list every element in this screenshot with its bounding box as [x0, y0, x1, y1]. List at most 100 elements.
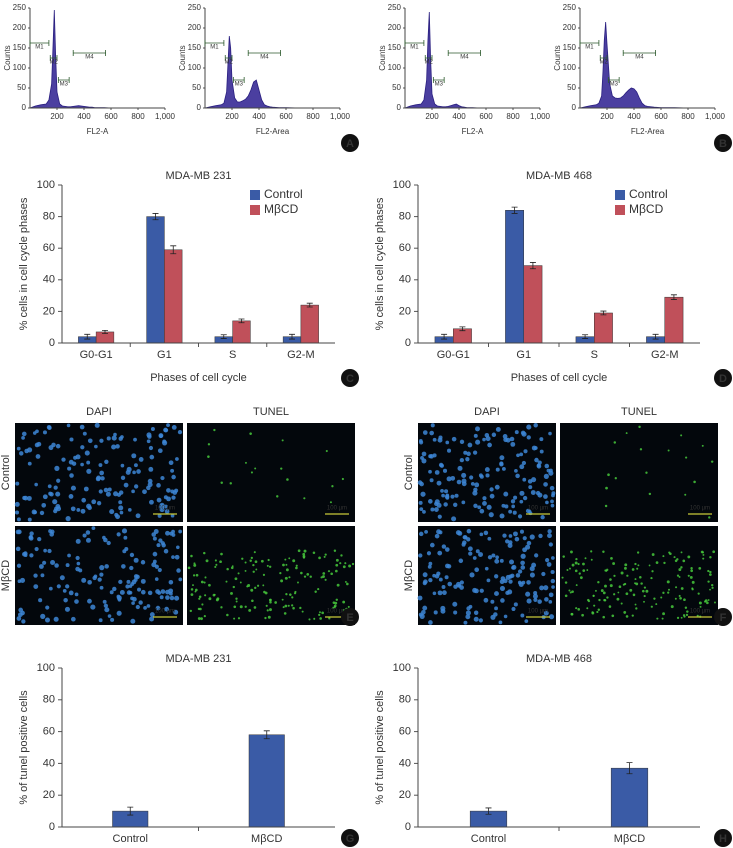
x-tick-label: G0-G1 [437, 349, 470, 361]
nucleus [459, 439, 465, 445]
tunel-dot [608, 605, 612, 608]
nucleus [499, 558, 504, 563]
tunel-dot [662, 612, 665, 616]
tunel-dot [696, 614, 699, 617]
nucleus [46, 424, 52, 430]
nucleus [466, 537, 471, 542]
nucleus [176, 545, 180, 550]
tunel-dot [602, 615, 606, 619]
tunel-dot [204, 576, 207, 579]
scale-bar-label: 100 µm [690, 609, 710, 615]
nucleus [156, 543, 161, 548]
tunel-dot [237, 617, 241, 620]
x-axis-label: FL2-A [462, 127, 484, 136]
tunel-dot [687, 574, 690, 577]
nucleus [14, 510, 20, 515]
nucleus [494, 484, 500, 490]
tunel-dot [301, 610, 304, 613]
nucleus [44, 617, 51, 623]
nucleus [118, 579, 123, 585]
nucleus [94, 422, 100, 428]
tunel-dot [653, 597, 656, 600]
nucleus [473, 610, 479, 615]
error-bar [306, 302, 313, 308]
tunel-dot [193, 562, 196, 565]
tunel-dot [253, 551, 256, 554]
tunel-dot [579, 576, 583, 580]
nucleus [132, 470, 136, 475]
tunel-dot [597, 608, 601, 611]
nucleus [125, 469, 131, 475]
tunel-dot [254, 467, 257, 470]
x-tick-label: S [591, 349, 598, 361]
x-tick-label: 1,000 [330, 112, 351, 121]
nucleus [510, 441, 516, 447]
nucleus [467, 546, 473, 552]
nucleus [151, 562, 157, 568]
nucleus [154, 577, 159, 581]
legend-label: Control [629, 187, 668, 201]
nucleus [38, 564, 44, 569]
tunel-dot [678, 594, 681, 597]
nucleus [495, 467, 500, 472]
nucleus [446, 448, 452, 453]
nucleus [147, 482, 153, 488]
nucleus [482, 496, 487, 501]
nucleus [14, 501, 20, 507]
error-bar [670, 294, 677, 300]
tunel-dot [318, 613, 321, 616]
nucleus [519, 464, 525, 470]
tunel-dot [252, 570, 255, 573]
nucleus [490, 599, 495, 604]
nucleus [432, 437, 437, 442]
tunel-dot [612, 562, 616, 565]
y-tick-label: 40 [399, 757, 411, 769]
tunel-dot [712, 550, 716, 554]
tunel-dot [617, 591, 620, 594]
tunel-dot [239, 605, 243, 609]
nucleus [466, 451, 471, 457]
nucleus [511, 565, 515, 570]
tunel-dot [288, 557, 291, 560]
gate-label: M1 [585, 45, 594, 51]
y-tick-label: 40 [43, 757, 55, 769]
nucleus [472, 450, 478, 455]
y-axis-label: % cells in cell cycle phases [374, 197, 386, 330]
nucleus [469, 475, 474, 480]
nucleus [56, 584, 61, 589]
nucleus [98, 463, 103, 467]
nucleus [133, 437, 137, 442]
tunel-dot [636, 551, 640, 554]
nucleus [55, 443, 61, 449]
nucleus [550, 578, 556, 584]
nucleus [171, 529, 175, 534]
column-header: DAPI [86, 406, 112, 418]
nucleus [450, 475, 456, 481]
x-tick-label: 600 [479, 112, 493, 121]
tunel-dot [564, 581, 568, 584]
nucleus [35, 429, 39, 434]
tunel-dot [333, 549, 337, 552]
nucleus [479, 588, 484, 593]
gate-label: M4 [260, 55, 269, 61]
nucleus [91, 526, 96, 531]
nucleus [137, 587, 142, 592]
tunel-dot [283, 612, 287, 615]
nucleus [547, 529, 552, 534]
x-tick-label: 400 [452, 112, 466, 121]
x-tick-label: 1,000 [705, 112, 726, 121]
bar [146, 216, 165, 344]
nucleus [549, 485, 555, 491]
nucleus [459, 585, 464, 590]
nucleus [430, 423, 435, 428]
nucleus [42, 430, 47, 435]
nucleus [442, 590, 447, 596]
tunel-dot [331, 485, 334, 488]
y-tick-label: 150 [388, 43, 402, 52]
nucleus [438, 462, 444, 468]
nucleus [163, 427, 168, 433]
tunel-dot [648, 492, 652, 496]
nucleus [42, 560, 47, 565]
nucleus [508, 534, 513, 538]
